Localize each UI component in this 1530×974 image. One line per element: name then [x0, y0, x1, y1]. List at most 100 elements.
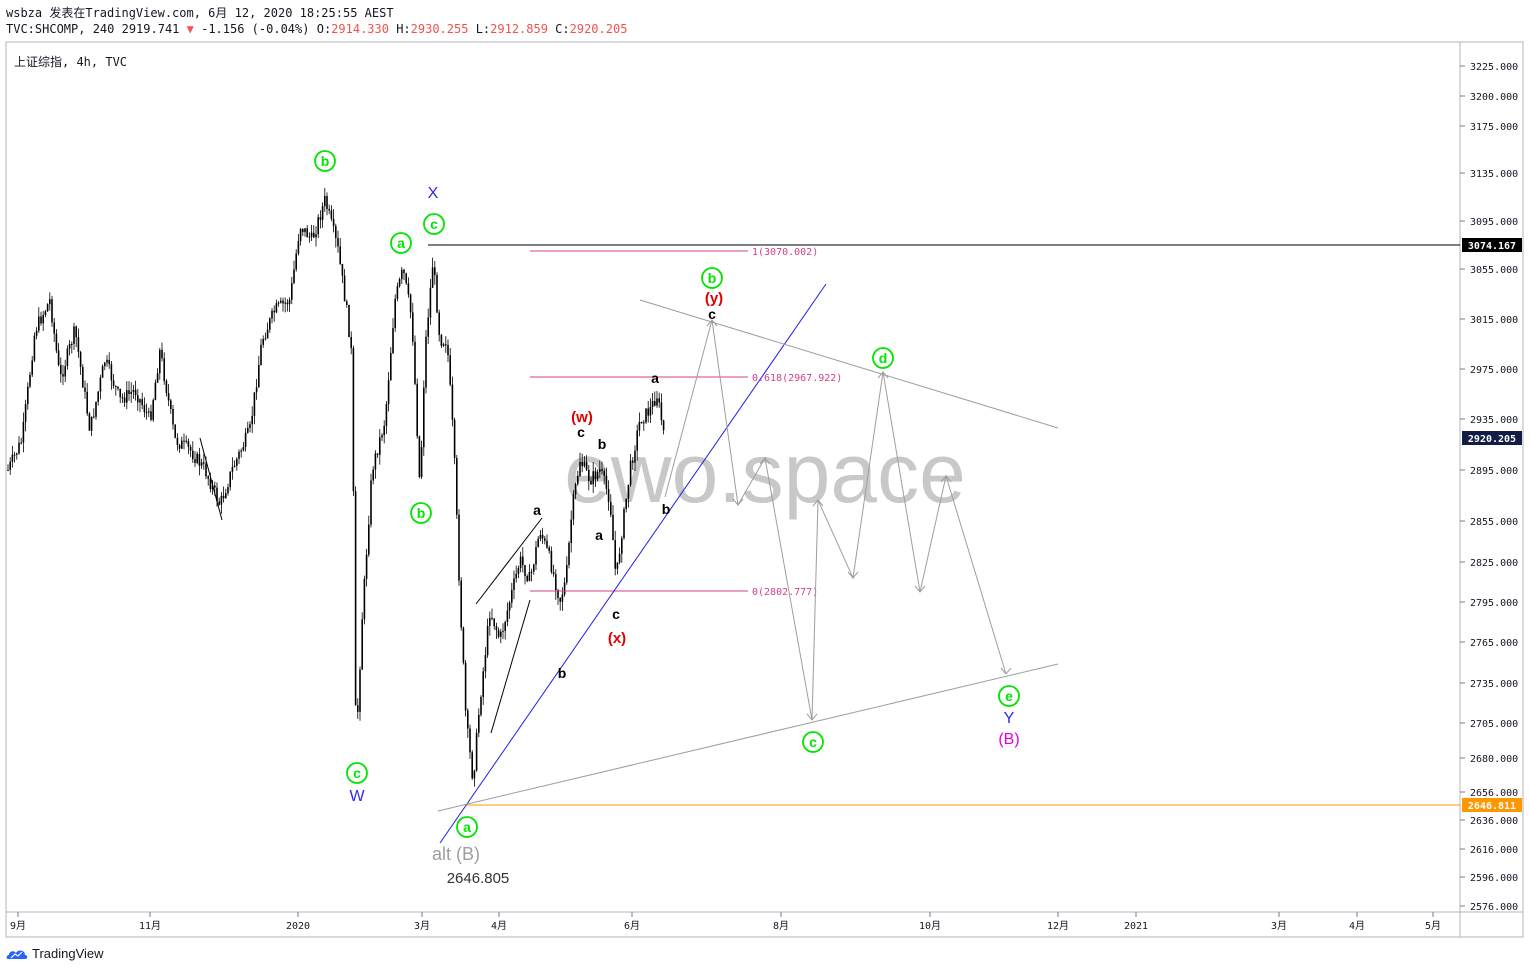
wave-w-label: W [349, 788, 365, 805]
tradingview-cloud-icon [6, 950, 28, 959]
wave-x-red: (x) [608, 630, 626, 647]
candle-body [601, 469, 603, 471]
candle-body [511, 589, 513, 603]
candle-body [167, 393, 170, 401]
candle-body [172, 408, 174, 425]
candle-body [154, 382, 157, 401]
candle-body [308, 236, 311, 238]
wave-a-small3: a [651, 370, 659, 386]
wave-b-small3: b [662, 501, 671, 517]
fib-1-label: 1(3070.002) [752, 247, 818, 258]
candle-body [260, 344, 262, 365]
candle-body [409, 294, 412, 313]
candle-body [185, 440, 187, 442]
wave-d-projected-circle [872, 347, 894, 369]
candle-body [165, 380, 168, 394]
candle-body [568, 542, 570, 566]
candle-body [612, 514, 614, 541]
candle-body [203, 462, 205, 464]
price-axis[interactable]: 3225.000 3200.000 3175.000 3135.000 3095.000… [1460, 62, 1518, 913]
candle-body [614, 540, 616, 569]
candle-body [38, 316, 40, 331]
y-tick-label: 2576.000 [1470, 902, 1518, 913]
candle-body [216, 487, 218, 502]
candle-body [379, 437, 381, 455]
candle-body [161, 349, 163, 359]
wave-a-low: a [463, 819, 471, 835]
triangle-upper-line[interactable] [639, 299, 1059, 429]
down-arrow-icon: ▼ [186, 22, 194, 36]
candle-body [341, 263, 344, 276]
wave-b-magenta: (B) [998, 731, 1019, 748]
candle-body [456, 458, 458, 515]
candle-body [363, 578, 366, 620]
candle-body [471, 752, 473, 779]
arrowhead [847, 571, 859, 579]
arrowhead [1000, 667, 1012, 675]
candle-body [247, 427, 249, 433]
x-tick-label: 4月 [491, 920, 507, 932]
candle-body [231, 466, 234, 472]
candle-body [317, 217, 319, 235]
candle-body [383, 425, 385, 436]
candle-body [143, 405, 146, 413]
candle-body [266, 329, 269, 339]
candle-body [636, 430, 638, 451]
tradingview-logo[interactable]: TradingView [6, 946, 104, 961]
blue-trendline[interactable] [439, 283, 827, 844]
candle-body [192, 450, 194, 460]
triangle-lower-line[interactable] [437, 663, 1059, 812]
candle-body [526, 576, 528, 582]
candle-body [27, 386, 29, 405]
candle-body [517, 568, 520, 574]
candle-body [464, 662, 467, 711]
candle-body [557, 590, 559, 598]
x-tick-label: 12月 [1047, 920, 1069, 932]
candle-body [645, 408, 647, 423]
candle-body [20, 442, 22, 444]
candle-body [570, 519, 572, 543]
candle-body [57, 350, 60, 366]
candle-body [579, 462, 581, 476]
candle-body [550, 550, 553, 573]
candle-body [438, 312, 440, 335]
publish-info: wsbza 发表在TradingView.com, 6月 12, 2020 18… [6, 6, 394, 20]
candle-body [491, 617, 493, 619]
candle-body [62, 374, 64, 377]
candle-body [253, 392, 256, 416]
candle-body [324, 195, 326, 207]
candle-body [196, 453, 198, 463]
candle-body [73, 326, 75, 344]
candle-body [429, 287, 432, 318]
candle-body [42, 315, 44, 324]
time-axis[interactable]: 9月 11月 2020 3月 4月 6月 8月 10月 12月 2021 3月 4月 5月 [10, 912, 1441, 932]
candle-body [478, 714, 480, 733]
candle-body [297, 240, 300, 254]
candle-body [86, 391, 88, 414]
candle-body [574, 483, 577, 495]
candle-body [522, 556, 524, 566]
y-tick-label: 2656.000 [1470, 788, 1518, 799]
candle-body [66, 348, 69, 367]
small-trendline[interactable] [199, 437, 223, 521]
candle-body [13, 454, 16, 456]
x-tick-label: 8月 [773, 920, 789, 932]
candle-body [425, 336, 427, 388]
candle-body [9, 461, 11, 470]
candle-body [284, 302, 286, 304]
candle-body [75, 326, 77, 338]
candle-body [354, 491, 357, 706]
candle-body [629, 460, 632, 485]
wedge-upper-line[interactable] [475, 517, 543, 605]
candle-body [64, 366, 66, 377]
wave-y-red: (y) [705, 290, 723, 307]
candle-body [656, 398, 658, 406]
y-tick-label: 3055.000 [1470, 265, 1518, 276]
wedge-lower-line[interactable] [490, 599, 531, 734]
candle-body [414, 341, 416, 384]
candle-body [148, 411, 150, 413]
y-tick-label: 2935.000 [1470, 415, 1518, 426]
y-tick-label: 2705.000 [1470, 719, 1518, 730]
candle-body [16, 453, 18, 455]
